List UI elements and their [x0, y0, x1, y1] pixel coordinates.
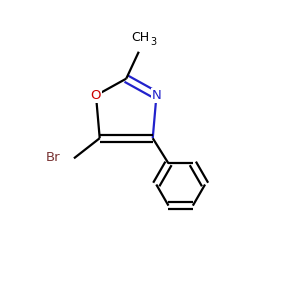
Text: O: O — [91, 89, 101, 102]
Text: N: N — [152, 89, 161, 102]
Text: 3: 3 — [150, 37, 156, 47]
Text: CH: CH — [131, 31, 149, 44]
Text: Br: Br — [46, 151, 61, 164]
